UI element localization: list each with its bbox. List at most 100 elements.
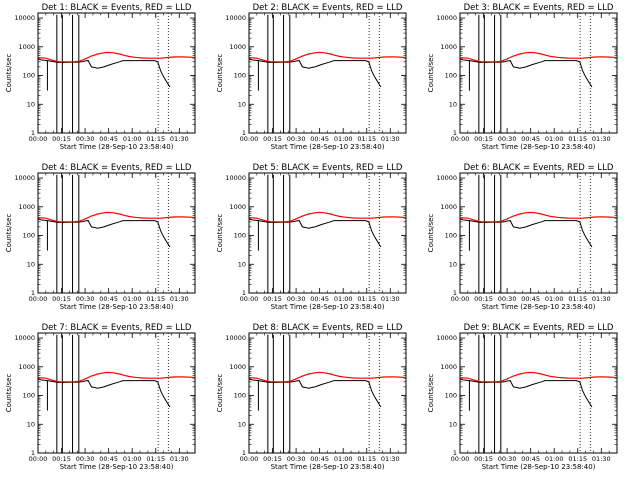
plot-data	[460, 173, 617, 293]
x-tick-label: 01:00	[545, 455, 564, 463]
plot-frame	[459, 12, 618, 134]
y-tick-label: 1	[242, 129, 246, 137]
events-line	[249, 58, 382, 88]
lld-line	[38, 211, 195, 223]
plot-data	[249, 333, 406, 453]
x-axis-label: Start Time (28-Sep-10 23:58:40)	[482, 303, 596, 311]
x-axis-label: Start Time (28-Sep-10 23:58:40)	[271, 463, 385, 471]
y-tick-label: 10	[238, 260, 246, 268]
y-tick-label: 10	[238, 100, 246, 108]
events-line	[460, 218, 593, 248]
x-tick-label: 00:30	[287, 295, 306, 303]
x-tick-label: 00:45	[521, 295, 540, 303]
panel-title: Det 3: BLACK = Events, RED = LLD	[464, 3, 614, 13]
events-line	[249, 218, 382, 248]
x-tick-label: 00:15	[263, 135, 282, 143]
x-tick-label: 01:15	[146, 135, 165, 143]
x-tick-label: 01:00	[334, 135, 353, 143]
x-tick-label: 00:45	[521, 135, 540, 143]
x-tick-label: 00:00	[451, 295, 470, 303]
panel-title: Det 6: BLACK = Events, RED = LLD	[464, 163, 614, 173]
x-tick-label: 00:30	[498, 135, 517, 143]
x-tick-label: 00:45	[521, 455, 540, 463]
x-tick-label: 01:00	[545, 295, 564, 303]
plot-data	[460, 333, 617, 453]
y-axis-label: Counts/sec	[216, 374, 224, 413]
y-tick-label: 10000	[14, 334, 35, 342]
y-tick-label: 1000	[440, 363, 457, 371]
x-tick-label: 00:15	[52, 295, 71, 303]
plot-data	[249, 13, 406, 133]
y-tick-label: 10000	[14, 174, 35, 182]
x-tick-label: 01:30	[592, 455, 611, 463]
events-line	[460, 58, 593, 88]
x-tick-label: 00:30	[76, 135, 95, 143]
x-tick-label: 00:15	[263, 455, 282, 463]
y-axis-label: Counts/sec	[5, 214, 13, 253]
x-tick-label: 01:30	[170, 135, 189, 143]
y-axis-label: Counts/sec	[216, 54, 224, 93]
y-tick-label: 100	[445, 392, 457, 400]
panel-title: Det 9: BLACK = Events, RED = LLD	[464, 323, 614, 333]
y-tick-label: 10	[27, 420, 35, 428]
x-tick-label: 00:45	[99, 295, 118, 303]
y-tick-label: 1	[31, 449, 35, 457]
y-axis-label: Counts/sec	[427, 54, 435, 93]
y-axis-label: Counts/sec	[427, 214, 435, 253]
x-tick-label: 00:45	[99, 135, 118, 143]
y-tick-label: 1000	[18, 43, 35, 51]
y-tick-label: 10000	[436, 14, 457, 22]
y-tick-label: 1000	[440, 43, 457, 51]
x-tick-label: 00:00	[451, 455, 470, 463]
y-tick-label: 10	[27, 260, 35, 268]
x-tick-label: 00:45	[310, 295, 329, 303]
x-tick-label: 01:30	[170, 295, 189, 303]
y-tick-label: 1000	[229, 43, 246, 51]
plot-frame	[459, 332, 618, 454]
x-tick-label: 00:15	[52, 455, 71, 463]
lld-line	[460, 211, 617, 223]
lld-line	[249, 371, 406, 383]
x-tick-label: 01:30	[381, 295, 400, 303]
x-tick-label: 01:15	[357, 455, 376, 463]
lld-line	[38, 371, 195, 383]
y-tick-label: 100	[234, 392, 246, 400]
y-tick-label: 100	[445, 72, 457, 80]
x-tick-label: 01:00	[123, 295, 142, 303]
y-tick-label: 10000	[14, 14, 35, 22]
x-tick-label: 01:00	[123, 135, 142, 143]
y-tick-label: 100	[23, 392, 35, 400]
y-tick-label: 1	[242, 289, 246, 297]
plot-data	[460, 13, 617, 133]
events-line	[460, 378, 593, 408]
x-tick-label: 00:30	[76, 455, 95, 463]
y-tick-label: 10000	[436, 334, 457, 342]
x-tick-label: 01:15	[146, 455, 165, 463]
x-tick-label: 00:00	[240, 455, 259, 463]
y-tick-label: 1000	[229, 363, 246, 371]
x-axis-label: Start Time (28-Sep-10 23:58:40)	[271, 143, 385, 151]
events-line	[38, 378, 171, 408]
plot-data	[38, 333, 195, 453]
x-tick-label: 00:00	[240, 135, 259, 143]
events-line	[249, 378, 382, 408]
x-tick-label: 01:00	[334, 295, 353, 303]
y-tick-label: 1	[453, 129, 457, 137]
x-axis-label: Start Time (28-Sep-10 23:58:40)	[482, 463, 596, 471]
plot-data	[38, 173, 195, 293]
plot-frame	[459, 172, 618, 294]
panel-det-9: Det 9: BLACK = Events, RED = LLD 1 10 100 10…	[427, 323, 618, 471]
panel-title: Det 5: BLACK = Events, RED = LLD	[253, 163, 403, 173]
x-tick-label: 00:15	[263, 295, 282, 303]
y-axis-label: Counts/sec	[5, 374, 13, 413]
plot-data	[38, 13, 195, 133]
x-tick-label: 01:30	[381, 455, 400, 463]
panel-title: Det 4: BLACK = Events, RED = LLD	[42, 163, 192, 173]
plot-frame	[37, 332, 196, 454]
x-tick-label: 01:15	[568, 455, 587, 463]
y-tick-label: 1000	[229, 203, 246, 211]
x-axis-label: Start Time (28-Sep-10 23:58:40)	[482, 143, 596, 151]
panel-title: Det 8: BLACK = Events, RED = LLD	[253, 323, 403, 333]
